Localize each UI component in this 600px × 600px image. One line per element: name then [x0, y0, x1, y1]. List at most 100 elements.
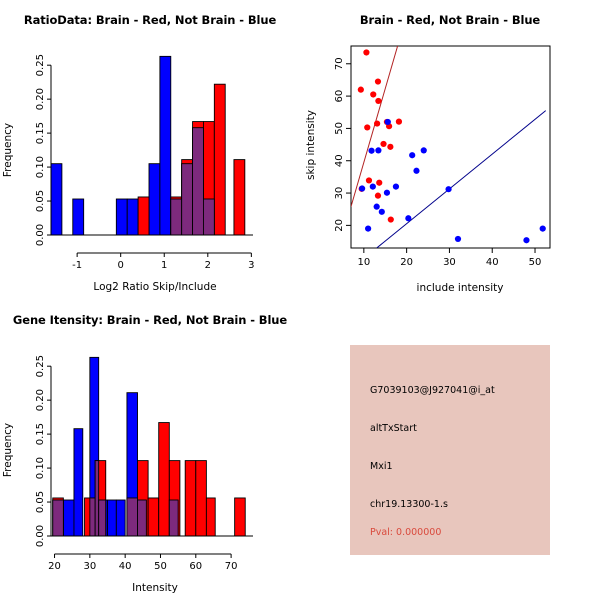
- scatter-point: [387, 143, 394, 150]
- scatter-point: [376, 179, 383, 186]
- histogram-bar-blue: [148, 163, 161, 236]
- y-tick-label: 0.25: [35, 54, 46, 76]
- y-tick-label: 0.10: [35, 457, 46, 479]
- histogram-bar-red: [205, 497, 216, 537]
- ratio-histogram-panel: RatioData: Brain - Red, Not Brain - Blue…: [0, 0, 300, 300]
- scatter-point: [378, 208, 385, 215]
- y-tick-label: 30: [334, 187, 345, 200]
- scatter-point: [359, 185, 366, 192]
- scatter-point: [383, 189, 391, 196]
- y-tick-label: 40: [334, 154, 345, 167]
- gene-info-box: G7039103@J927041@i_at altTxStart Mxi1 ch…: [350, 345, 550, 555]
- scatter-plot-box: [350, 45, 551, 249]
- scatter-points: [357, 49, 546, 244]
- histogram-bar-overlap: [89, 497, 96, 537]
- gene-histogram-axes: 0.00 0.05 0.10 0.15 0.20 0.25 20 30 40 50 60 70: [35, 355, 253, 572]
- scatter-point: [363, 49, 370, 56]
- scatter-point: [365, 225, 372, 232]
- gene-histogram-ylabel: Frequency: [2, 423, 14, 477]
- histogram-bar-red: [147, 497, 160, 537]
- scatter-point: [357, 86, 364, 93]
- pval-label: Pval: 0.000000: [370, 527, 442, 538]
- gene-symbol-label: Mxi1: [370, 461, 393, 472]
- x-tick-label: 0: [118, 260, 124, 271]
- gene-histogram-xlabel: Intensity: [132, 582, 178, 594]
- histogram-bar-overlap: [202, 198, 215, 236]
- histogram-bar-blue: [107, 499, 117, 537]
- scatter-point: [405, 215, 412, 222]
- scatter-point: [392, 183, 400, 190]
- gene-histogram-svg: 0.00 0.05 0.10 0.15 0.20 0.25 20 30 40 50 60 70 Int…: [2, 355, 253, 594]
- scatter-frame: [350, 45, 551, 249]
- x-tick-label: 40: [119, 561, 132, 572]
- scatter-fit-line: [351, 46, 399, 207]
- scatter-point: [454, 235, 462, 243]
- scatter-point: [420, 147, 427, 154]
- x-tick-label: 70: [225, 561, 238, 572]
- x-tick-label: 20: [48, 561, 61, 572]
- histogram-bar-blue: [115, 198, 128, 236]
- histogram-bar-overlap: [192, 127, 204, 236]
- histogram-bar-overlap: [181, 163, 194, 236]
- scatter-svg: 20 30 40 50 60 70 10 20 30 40 50 include intensity…: [305, 45, 551, 294]
- scatter-fit-line: [376, 110, 547, 248]
- scatter-xlabel: include intensity: [417, 282, 504, 294]
- histogram-bar-blue: [126, 198, 139, 236]
- histogram-bar-overlap: [170, 198, 183, 236]
- scatter-point: [413, 167, 420, 174]
- y-tick-label: 0.05: [35, 190, 46, 212]
- y-tick-label: 0.00: [35, 224, 46, 246]
- y-tick-label: 0.00: [35, 525, 46, 547]
- gene-info-panel: G7039103@J927041@i_at altTxStart Mxi1 ch…: [300, 300, 600, 600]
- scatter-point: [370, 91, 377, 98]
- scatter-axes: 20 30 40 50 60 70 10 20 30 40 50: [334, 57, 541, 268]
- scatter-point: [373, 203, 380, 210]
- histogram-bar-blue: [73, 428, 84, 537]
- scatter-ylabel: skip intensity: [305, 110, 317, 180]
- y-tick-label: 0.20: [35, 88, 46, 110]
- ratio-histogram-ylabel: Frequency: [2, 123, 14, 177]
- scatter-point: [523, 237, 530, 244]
- histogram-bar-red: [213, 83, 226, 236]
- scatter-point: [374, 120, 381, 127]
- x-tick-label: 2: [205, 260, 211, 271]
- histogram-bar-blue: [115, 499, 126, 537]
- event-type-label: altTxStart: [370, 423, 417, 434]
- ratio-histogram-svg: 0.00 0.05 0.10 0.15 0.20 0.25 -1 0 1 2 3 Log2 Rati…: [2, 54, 255, 293]
- gene-histogram-bars: [52, 356, 246, 537]
- gene-intensity-histogram-panel: Gene Itensity: Brain - Red, Not Brain - …: [0, 300, 300, 600]
- scatter-point: [374, 78, 382, 85]
- locus-label: chr19.13300-1.s: [370, 499, 448, 510]
- x-tick-label: 60: [189, 561, 202, 572]
- x-tick-label: 20: [400, 257, 413, 268]
- y-tick-label: 0.05: [35, 491, 46, 513]
- y-tick-label: 0.25: [35, 355, 46, 377]
- x-tick-label: 40: [486, 257, 499, 268]
- y-tick-label: 0.10: [35, 156, 46, 178]
- scatter-point: [539, 225, 546, 232]
- x-tick-label: -1: [72, 260, 82, 271]
- histogram-bar-red: [195, 460, 207, 537]
- histogram-bar-blue: [62, 499, 75, 537]
- scatter-point: [369, 183, 376, 190]
- histogram-bar-blue: [50, 163, 63, 236]
- scatter-point: [445, 186, 452, 193]
- scatter-point: [368, 147, 375, 154]
- histogram-bar-red: [158, 422, 170, 537]
- scatter-point: [384, 118, 391, 126]
- scatter-title: Brain - Red, Not Brain - Blue: [359, 13, 541, 27]
- y-tick-label: 0.15: [35, 423, 46, 445]
- x-tick-label: 1: [161, 260, 167, 271]
- scatter-point: [364, 124, 371, 131]
- histogram-bar-red: [137, 196, 150, 236]
- scatter-point: [409, 152, 416, 159]
- histogram-bar-red: [233, 159, 246, 236]
- x-tick-label: 30: [83, 561, 96, 572]
- x-tick-label: 30: [443, 257, 456, 268]
- gene-histogram-title: Gene Itensity: Brain - Red, Not Brain - …: [12, 313, 288, 327]
- ratio-histogram-axes: 0.00 0.05 0.10 0.15 0.20 0.25 -1 0 1 2 3: [35, 54, 255, 271]
- y-tick-label: 60: [334, 90, 345, 103]
- scatter-point: [380, 140, 387, 148]
- y-tick-label: 0.20: [35, 389, 46, 411]
- x-tick-label: 50: [154, 561, 167, 572]
